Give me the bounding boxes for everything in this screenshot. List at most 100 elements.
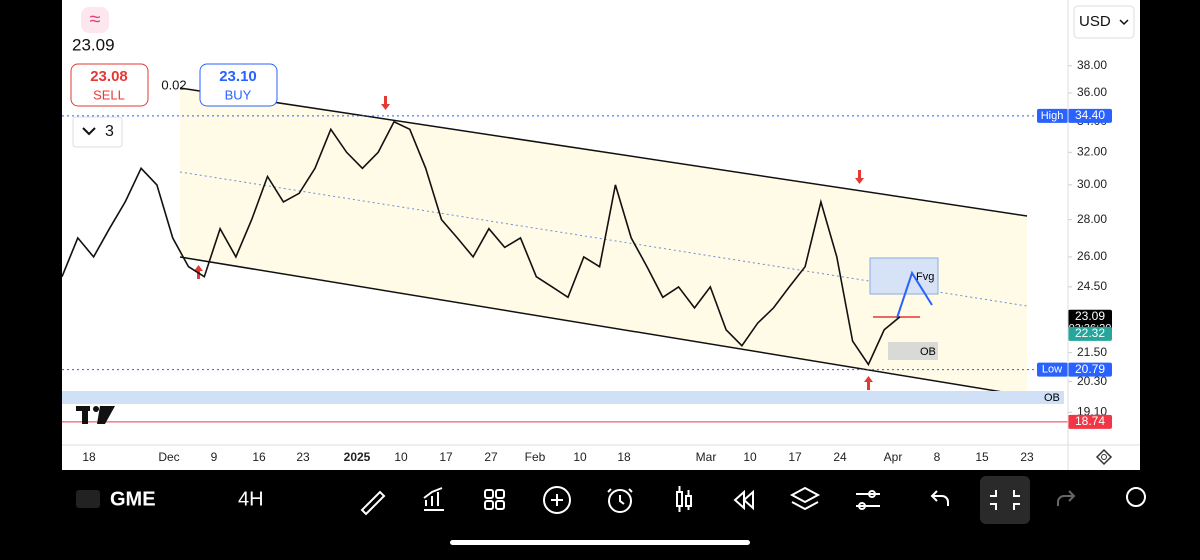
buy-button[interactable]	[199, 63, 278, 107]
redo-icon[interactable]	[1057, 490, 1076, 506]
currency: USD	[1079, 13, 1111, 30]
x-tick-label: 9	[211, 450, 218, 464]
symbol-logo	[76, 490, 100, 508]
price-tag-name: Low	[1042, 364, 1062, 376]
sell-button[interactable]	[70, 63, 149, 107]
down-arrow	[855, 170, 864, 184]
logo-part	[93, 406, 99, 412]
logo-part	[82, 406, 88, 424]
x-tick-label: 24	[833, 450, 847, 464]
price-tag-name: High	[1041, 110, 1064, 122]
buy-label: BUY	[225, 87, 252, 102]
settings-icon[interactable]	[1095, 448, 1113, 466]
price-tag-label: 20.79	[1075, 362, 1105, 376]
y-tick-label: 32.00	[1077, 145, 1107, 159]
y-tick-label: 26.00	[1077, 249, 1107, 263]
toolbar-interval[interactable]: 4H	[238, 488, 264, 510]
channel-bottom	[179, 256, 1028, 397]
fullscreen-icon	[990, 490, 1020, 510]
price-tag-name-bg	[1037, 108, 1068, 123]
x-tick-label: Dec	[158, 450, 179, 464]
draw-icon[interactable]	[360, 490, 386, 516]
indicators-icon[interactable]	[423, 487, 444, 511]
price-tag-name-bg	[1037, 362, 1068, 377]
tv-logo	[76, 406, 115, 424]
chevron	[1119, 19, 1129, 26]
price-line	[61, 120, 901, 367]
x-tick-label: 18	[617, 450, 631, 464]
layout-icon	[495, 489, 505, 499]
x-tick-label: 23	[1020, 450, 1034, 464]
y-tick-label: 20.30	[1077, 374, 1107, 388]
alert-icon	[607, 488, 633, 505]
x-tick-label: 8	[934, 450, 941, 464]
plot: 38.0036.0034.0032.0030.0028.0026.0024.50…	[61, 58, 1112, 464]
x-tick-label: 10	[743, 450, 757, 464]
price-tag	[1068, 362, 1112, 377]
buy-price: 23.10	[219, 68, 257, 85]
annotation: OB	[1044, 392, 1060, 404]
channel-fill	[180, 88, 1027, 396]
down-arrow	[381, 96, 390, 110]
toolbar-symbol[interactable]: GME	[110, 488, 156, 510]
undo-icon[interactable]	[930, 490, 949, 506]
idea-icon[interactable]	[1126, 487, 1146, 507]
ob-zone	[62, 391, 1064, 404]
x-tick-label: 16	[252, 450, 266, 464]
x-tick-label: 18	[82, 450, 96, 464]
y-tick-label: 24.50	[1077, 279, 1107, 293]
currency-button[interactable]	[1073, 5, 1135, 39]
x-tick-label: 15	[975, 450, 989, 464]
y-tick-label: 38.00	[1077, 58, 1107, 72]
fullscreen-button[interactable]	[980, 476, 1030, 524]
layout-icon	[495, 500, 505, 510]
y-tick-label: 36.00	[1077, 85, 1107, 99]
x-tick-label: Apr	[884, 450, 903, 464]
add-icon[interactable]	[543, 486, 571, 514]
y-tick-label: 28.00	[1077, 212, 1107, 226]
add-icon	[551, 494, 563, 506]
price-tag-label: 34.40	[1075, 108, 1105, 122]
symbol-icon-bg	[81, 7, 109, 33]
layout-icon	[484, 500, 494, 510]
symbol-icon: ≈	[90, 8, 101, 30]
layers-count: 3	[105, 123, 114, 140]
chevron	[82, 127, 96, 136]
up-arrow	[864, 376, 873, 390]
settings-icon	[1101, 454, 1107, 460]
y-tick-label: 21.50	[1077, 345, 1107, 359]
price-tag-label: 22.32	[1075, 326, 1105, 340]
x-tick-label: 10	[573, 450, 587, 464]
layout-icon[interactable]	[484, 489, 494, 499]
y-tick-label: 30.00	[1077, 177, 1107, 191]
x-tick-label: 2025	[344, 450, 371, 464]
settings-icon	[868, 490, 876, 498]
x-tick-label: 27	[484, 450, 498, 464]
last-price: 23.09	[72, 35, 115, 54]
channel-top	[179, 87, 1028, 217]
arrows	[194, 96, 873, 390]
x-tick-label: Mar	[696, 450, 717, 464]
x-tick-label: Feb	[525, 450, 546, 464]
layers-toggle[interactable]	[72, 116, 123, 148]
price-tag	[1068, 326, 1112, 341]
replay-icon[interactable]	[733, 489, 754, 511]
home-indicator	[450, 540, 750, 545]
ob-box	[888, 342, 938, 360]
price-tag	[1068, 108, 1112, 123]
projection	[896, 270, 933, 319]
sell-price: 23.08	[90, 68, 128, 85]
layers-icon[interactable]	[789, 486, 821, 511]
price-tag	[1068, 414, 1112, 429]
up-arrow	[194, 265, 203, 279]
toolbar-icons	[360, 486, 949, 516]
price-tag-label: 23.09	[1075, 309, 1105, 323]
annotation: OB	[920, 346, 936, 358]
x-tick-label: 17	[439, 450, 453, 464]
spread: 0.02	[161, 77, 186, 92]
x-tick-label: 10	[394, 450, 408, 464]
annotation: Fvg	[916, 271, 934, 283]
alert-icon[interactable]	[608, 489, 632, 513]
